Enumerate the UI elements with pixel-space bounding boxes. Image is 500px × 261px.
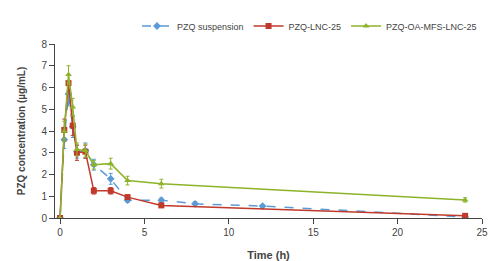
svg-text:4: 4 xyxy=(41,126,47,137)
svg-text:5: 5 xyxy=(142,227,148,238)
svg-text:PZQ-LNC-25: PZQ-LNC-25 xyxy=(289,22,342,32)
svg-text:1: 1 xyxy=(41,191,47,202)
svg-text:3: 3 xyxy=(41,147,47,158)
svg-text:0: 0 xyxy=(57,227,63,238)
svg-text:2: 2 xyxy=(41,169,47,180)
svg-text:20: 20 xyxy=(392,227,404,238)
svg-text:PZQ concentration (µg/mL): PZQ concentration (µg/mL) xyxy=(16,67,27,196)
svg-text:Time (h): Time (h) xyxy=(247,249,290,261)
svg-text:6: 6 xyxy=(41,82,47,93)
svg-text:10: 10 xyxy=(223,227,235,238)
svg-text:15: 15 xyxy=(308,227,320,238)
svg-text:PZQ suspension: PZQ suspension xyxy=(177,22,244,32)
svg-text:0: 0 xyxy=(41,213,47,224)
svg-text:PZQ-OA-MFS-LNC-25: PZQ-OA-MFS-LNC-25 xyxy=(386,22,477,32)
svg-text:25: 25 xyxy=(476,227,488,238)
svg-text:5: 5 xyxy=(41,104,47,115)
svg-text:7: 7 xyxy=(41,60,47,71)
svg-text:8: 8 xyxy=(41,39,47,50)
